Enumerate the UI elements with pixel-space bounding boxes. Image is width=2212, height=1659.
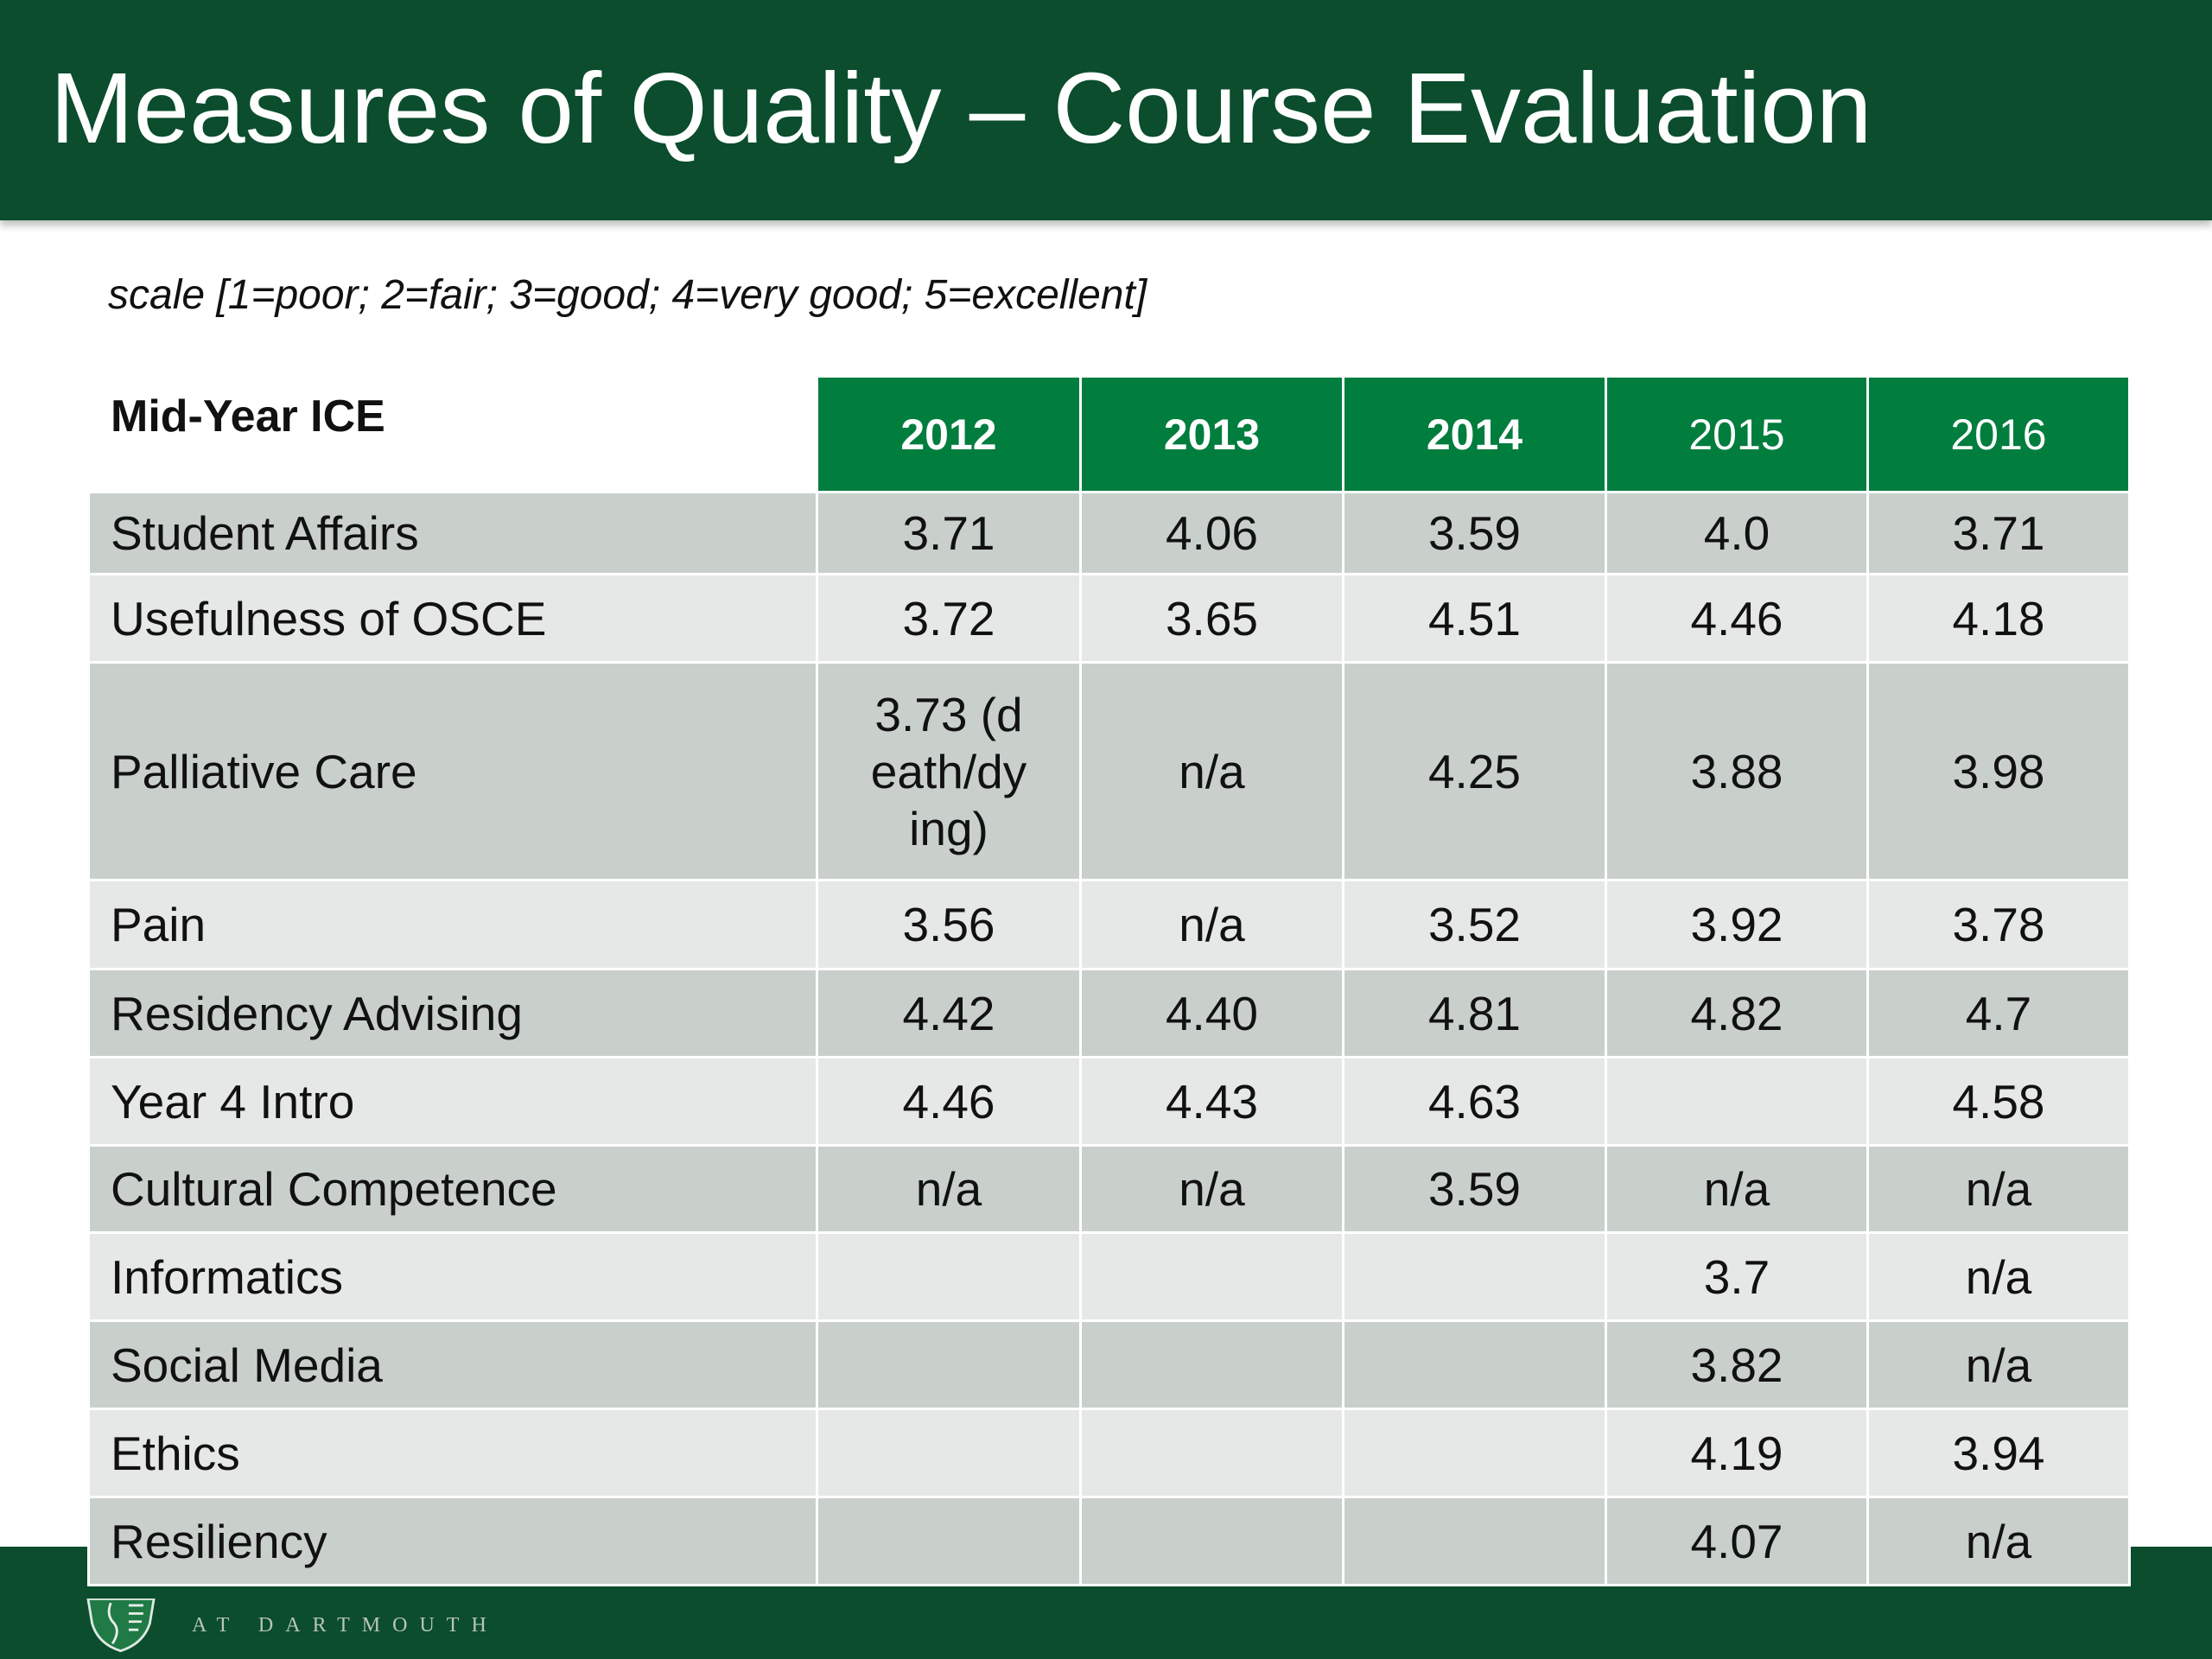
table-label: Mid-Year ICE <box>87 375 818 493</box>
score-cell <box>816 1496 1082 1586</box>
slide-title: Measures of Quality – Course Evaluation <box>50 52 1872 164</box>
score-cell: 4.43 <box>1079 1056 1344 1147</box>
score-cell: 4.40 <box>1079 968 1344 1058</box>
score-cell: 3.59 <box>1342 1144 1607 1234</box>
score-cell: n/a <box>1079 1144 1344 1234</box>
score-cell: 4.07 <box>1605 1496 1869 1586</box>
row-label: Cultural Competence <box>87 1144 818 1234</box>
score-cell: 3.94 <box>1866 1408 2131 1498</box>
shield-logo-icon <box>86 1599 156 1652</box>
score-cell <box>1342 1319 1607 1410</box>
year-header: 2012 <box>816 375 1082 493</box>
table-row: Resiliency 4.07 n/a <box>87 1496 2131 1586</box>
table-row: Student Affairs 3.71 4.06 3.59 4.0 3.71 <box>87 491 2131 575</box>
score-cell: 4.58 <box>1866 1056 2131 1147</box>
table-row: Usefulness of OSCE 3.72 3.65 4.51 4.46 4.18 <box>87 573 2131 664</box>
score-cell <box>1079 1496 1344 1586</box>
score-cell: 4.06 <box>1079 491 1344 575</box>
score-cell: 3.72 <box>816 573 1082 664</box>
score-cell: 3.56 <box>816 879 1082 970</box>
score-cell: n/a <box>1866 1496 2131 1586</box>
score-cell: n/a <box>1079 661 1344 881</box>
table-row: Residency Advising 4.42 4.40 4.81 4.82 4.7 <box>87 968 2131 1058</box>
score-cell: n/a <box>1866 1231 2131 1322</box>
score-cell: 3.7 <box>1605 1231 1869 1322</box>
row-label: Year 4 Intro <box>87 1056 818 1147</box>
score-cell <box>816 1408 1082 1498</box>
table-row: Cultural Competence n/a n/a 3.59 n/a n/a <box>87 1144 2131 1234</box>
score-cell: 4.63 <box>1342 1056 1607 1147</box>
score-cell: 4.25 <box>1342 661 1607 881</box>
score-cell: n/a <box>1605 1144 1869 1234</box>
table-row: Ethics 4.19 3.94 <box>87 1408 2131 1498</box>
row-label: Residency Advising <box>87 968 818 1058</box>
score-cell: n/a <box>1866 1144 2131 1234</box>
table-row: Pain 3.56 n/a 3.52 3.92 3.78 <box>87 879 2131 970</box>
year-header: 2013 <box>1079 375 1344 493</box>
score-cell: 3.98 <box>1866 661 2131 881</box>
score-cell: 4.51 <box>1342 573 1607 664</box>
score-cell: 4.18 <box>1866 573 2131 664</box>
score-cell: 4.42 <box>816 968 1082 1058</box>
score-cell: 4.19 <box>1605 1408 1869 1498</box>
score-cell: 4.81 <box>1342 968 1607 1058</box>
score-cell: 3.88 <box>1605 661 1869 881</box>
score-cell: 4.46 <box>1605 573 1869 664</box>
row-label: Pain <box>87 879 818 970</box>
row-label: Informatics <box>87 1231 818 1322</box>
score-cell: 3.92 <box>1605 879 1869 970</box>
score-cell: 4.82 <box>1605 968 1869 1058</box>
table-row: Social Media 3.82 n/a <box>87 1319 2131 1410</box>
score-cell: 3.73 (death/dying) <box>816 661 1082 881</box>
row-label: Resiliency <box>87 1496 818 1586</box>
row-label: Usefulness of OSCE <box>87 573 818 664</box>
score-cell: 3.82 <box>1605 1319 1869 1410</box>
score-cell <box>1342 1496 1607 1586</box>
scale-note: scale [1=poor; 2=fair; 3=good; 4=very go… <box>108 272 1147 318</box>
score-cell <box>1079 1408 1344 1498</box>
row-label: Social Media <box>87 1319 818 1410</box>
table-row: Palliative Care 3.73 (death/dying) n/a 4.25… <box>87 661 2131 881</box>
score-cell <box>1605 1056 1869 1147</box>
score-cell: 3.71 <box>1866 491 2131 575</box>
logo-text: AT DARTMOUTH <box>192 1614 499 1637</box>
score-cell: n/a <box>1079 879 1344 970</box>
year-header: 2014 <box>1342 375 1607 493</box>
score-cell <box>1342 1231 1607 1322</box>
score-cell <box>1342 1408 1607 1498</box>
score-cell <box>816 1319 1082 1410</box>
row-label: Ethics <box>87 1408 818 1498</box>
score-cell: 3.71 <box>816 491 1082 575</box>
score-cell: 3.59 <box>1342 491 1607 575</box>
score-cell <box>1079 1319 1344 1410</box>
row-label: Student Affairs <box>87 491 818 575</box>
score-cell: 4.46 <box>816 1056 1082 1147</box>
score-cell: 4.7 <box>1866 968 2131 1058</box>
score-cell: n/a <box>816 1144 1082 1234</box>
table-row: Year 4 Intro 4.46 4.43 4.63 4.58 <box>87 1056 2131 1147</box>
table-row: Informatics 3.7 n/a <box>87 1231 2131 1322</box>
score-cell: 4.0 <box>1605 491 1869 575</box>
score-cell: 3.78 <box>1866 879 2131 970</box>
score-cell: 3.52 <box>1342 879 1607 970</box>
score-cell <box>816 1231 1082 1322</box>
title-bar: Measures of Quality – Course Evaluation <box>0 0 2212 220</box>
score-cell <box>1079 1231 1344 1322</box>
row-label: Palliative Care <box>87 661 818 881</box>
score-cell: n/a <box>1866 1319 2131 1410</box>
course-evaluation-table: Mid-Year ICE 2012 2013 2014 2015 2016 St… <box>87 375 2131 1586</box>
score-cell: 3.65 <box>1079 573 1344 664</box>
year-header: 2016 <box>1866 375 2131 493</box>
year-header: 2015 <box>1605 375 1869 493</box>
